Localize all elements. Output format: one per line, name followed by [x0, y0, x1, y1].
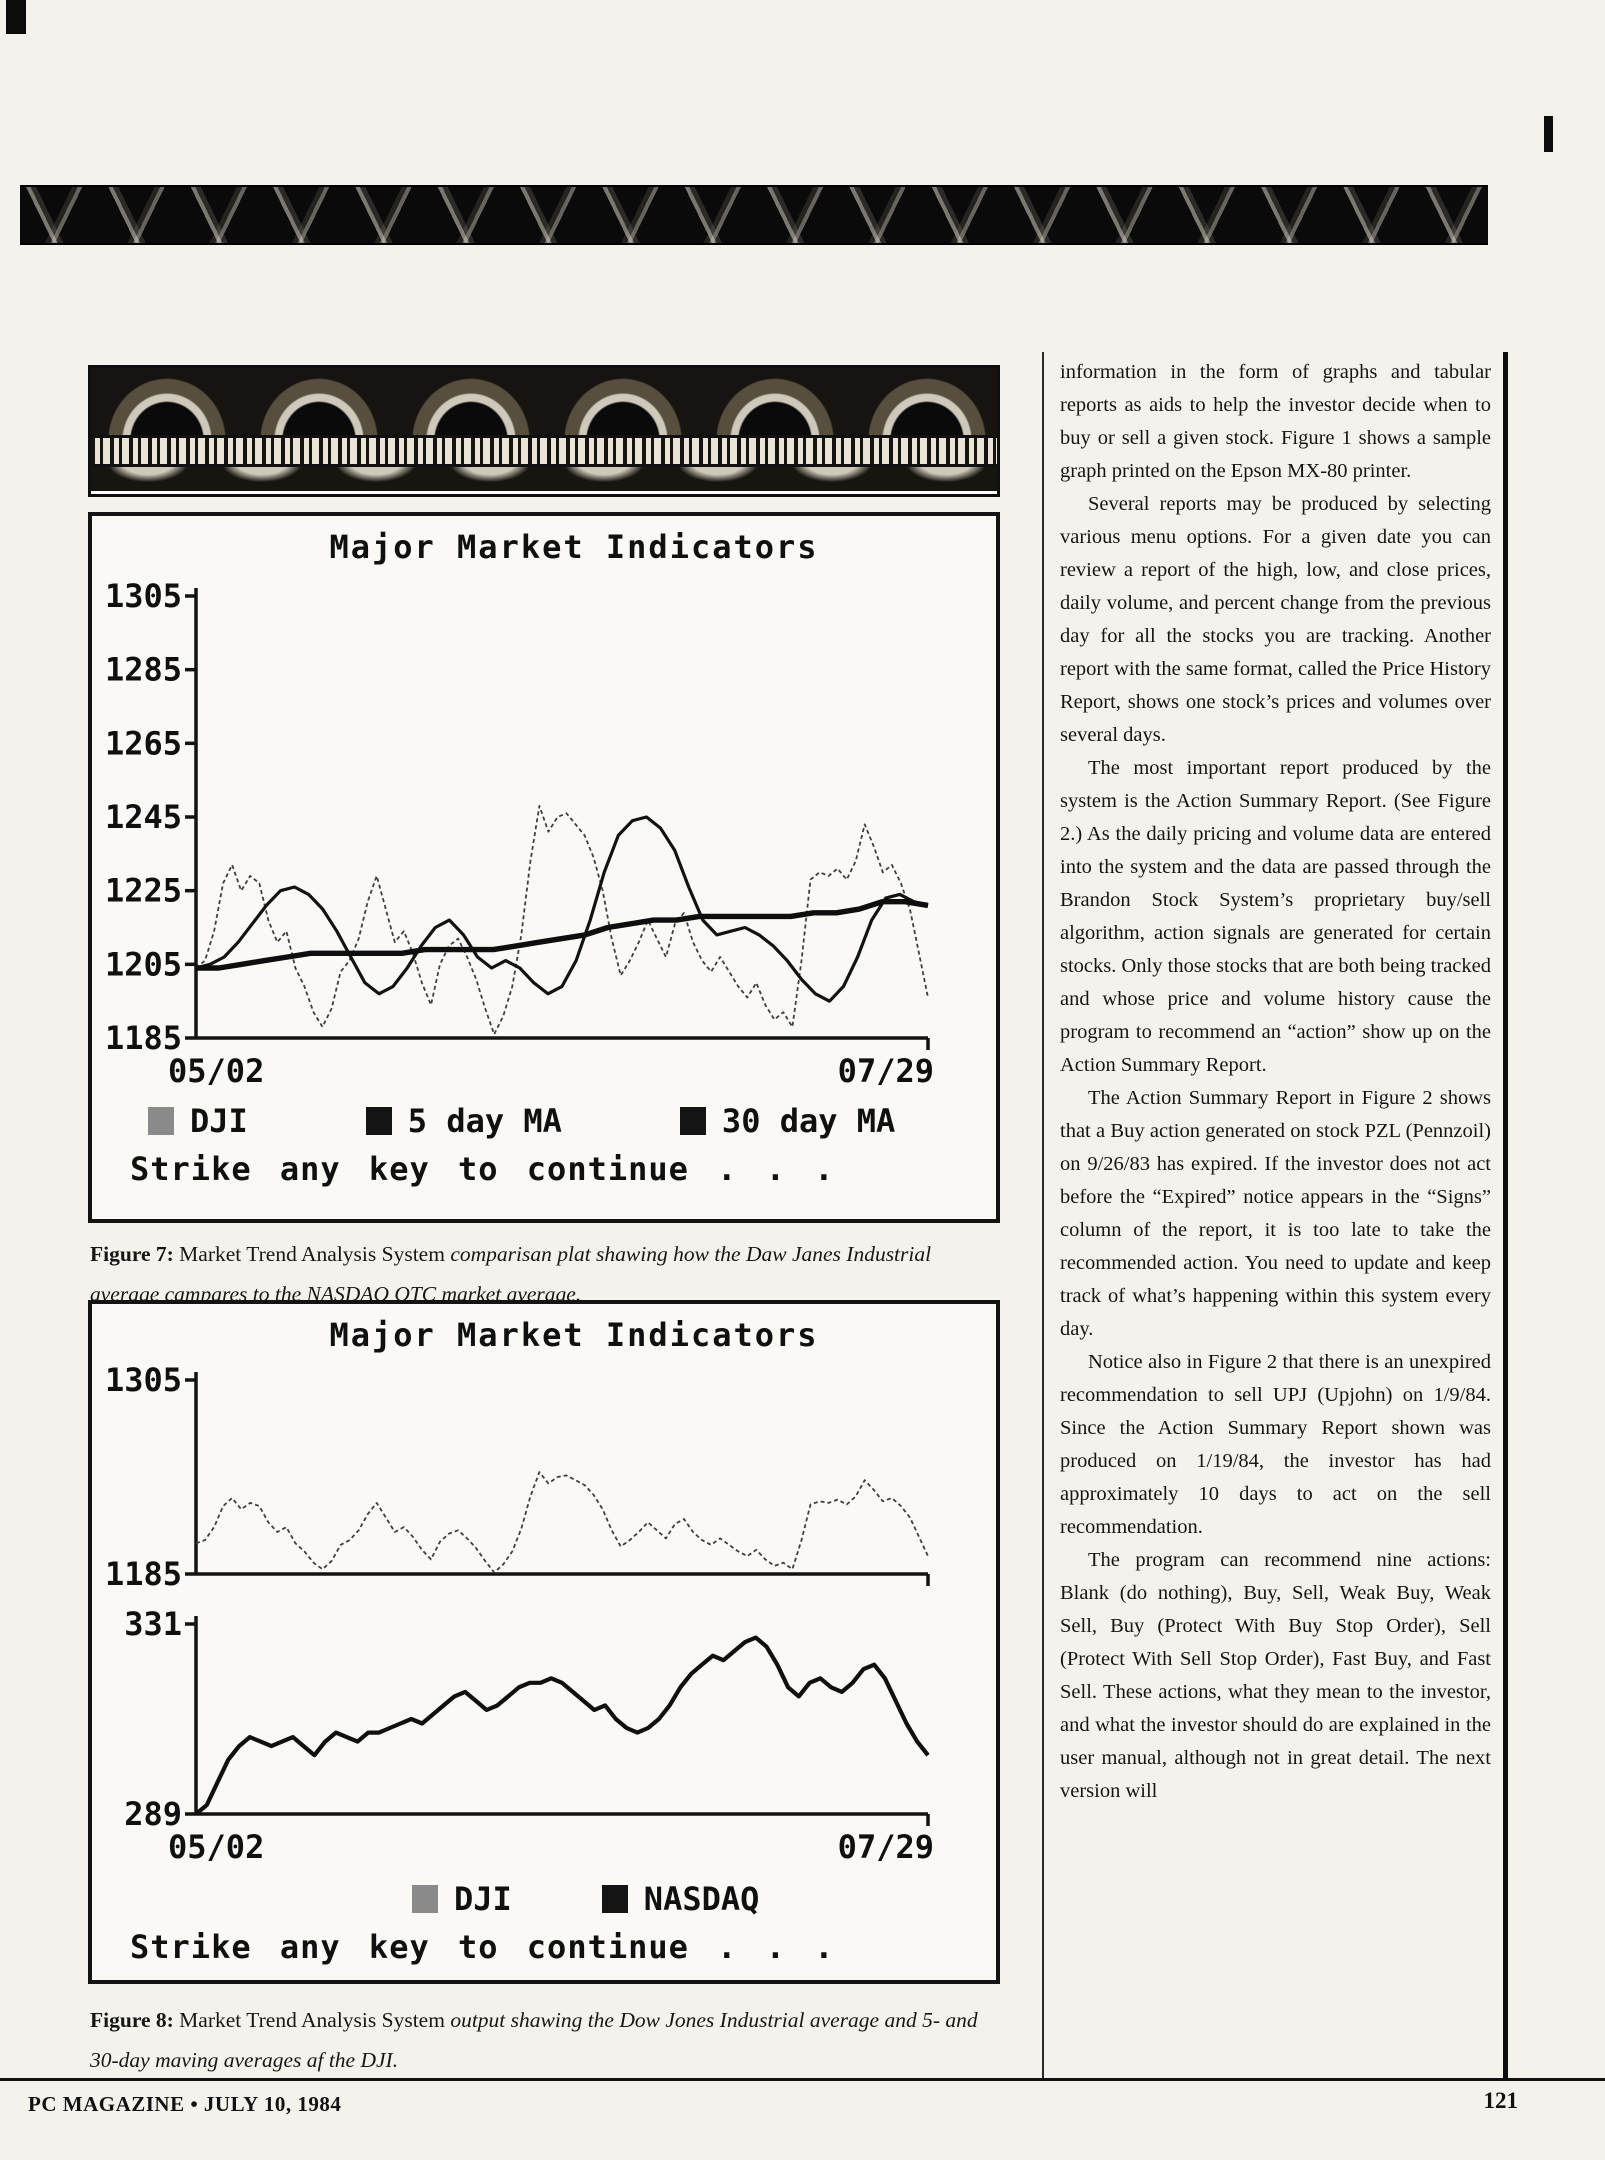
series-dji — [195, 1471, 929, 1574]
axis-tick-label: 1305 — [105, 577, 182, 615]
figure7-legend: DJI 5 day MA 30 day MA — [92, 1102, 996, 1140]
figure8-prompt: Strike any key to continue . . . — [130, 1928, 835, 1966]
axis-tick-label: 1185 — [105, 1019, 182, 1057]
legend-swatch-icon — [679, 1107, 706, 1135]
figure8-legend: DJI NASDAQ — [92, 1880, 996, 1918]
figure8-caption-italic: output shawing the Dow Jones Industrial … — [90, 2008, 978, 2072]
article-paragraph: information in the form of graphs and ta… — [1060, 361, 1491, 482]
legend-item: DJI — [412, 1880, 512, 1918]
legend-swatch-icon — [148, 1107, 174, 1135]
footer-magazine-date: PC MAGAZINE • JULY 10, 1984 — [28, 2092, 342, 2116]
ornament-fan-strip — [91, 467, 997, 491]
series-30-day-ma — [196, 899, 929, 971]
figure-ornament-band — [88, 365, 1000, 497]
page-edge-mark — [1544, 116, 1553, 152]
legend-label: DJI — [190, 1102, 248, 1140]
axis-tick-label: 1205 — [105, 945, 182, 983]
article-text: information in the form of graphs and ta… — [1060, 356, 1491, 1808]
article-paragraph: Notice also in Figure 2 that there is an… — [1060, 1351, 1491, 1538]
axis-tick-label: 331 — [124, 1605, 182, 1643]
series-dji — [195, 804, 929, 1036]
legend-item: 5 day MA — [365, 1102, 562, 1140]
axis-tick-label: 07/29 — [838, 1052, 934, 1090]
figure7-caption-label: Figure 7: — [90, 1242, 174, 1266]
axis-tick-label: 05/02 — [168, 1828, 264, 1866]
figure8-caption-label: Figure 8: — [90, 2008, 174, 2032]
axis-tick-label: 1305 — [105, 1361, 182, 1399]
figure8-chart-title: Major Market Indicators — [329, 1316, 819, 1354]
axis-tick-label: 07/29 — [838, 1828, 934, 1866]
legend-label: 5 day MA — [407, 1102, 562, 1140]
legend-item: DJI — [148, 1102, 248, 1140]
figure8-caption: Figure 8: Market Trend Analysis System o… — [90, 2000, 996, 2080]
series-5-day-ma — [195, 815, 929, 1003]
decorative-top-band — [20, 185, 1488, 245]
article-column: information in the form of graphs and ta… — [1042, 352, 1508, 2078]
axis-tick-label: 1285 — [105, 651, 182, 689]
legend-label: 30 day MA — [721, 1102, 896, 1140]
axis-tick-label: 1185 — [105, 1555, 182, 1593]
article-paragraph: The most important report produced by th… — [1060, 757, 1491, 1076]
axis-tick-label: 289 — [124, 1795, 182, 1833]
series-nasdaq — [194, 1635, 930, 1816]
legend-swatch-icon — [601, 1885, 628, 1913]
legend-swatch-icon — [412, 1885, 438, 1913]
figure8-caption-roman: Market Trend Analysis System — [173, 2008, 451, 2032]
footer-rule — [0, 2078, 1605, 2081]
legend-swatch-icon — [365, 1107, 392, 1135]
legend-item: NASDAQ — [601, 1880, 760, 1918]
figure7-prompt: Strike any key to continue . . . — [130, 1150, 835, 1188]
figure7-chart-title: Major Market Indicators — [329, 528, 819, 566]
footer-page-number: 121 — [1483, 2088, 1519, 2113]
axis-tick-label: 1245 — [105, 798, 182, 836]
figure7-chart-box: Major Market Indicators 1305 1285 1265 1245… — [88, 512, 1000, 1223]
article-paragraph: Several reports may be produced by selec… — [1060, 493, 1491, 746]
legend-item: 30 day MA — [679, 1102, 896, 1140]
article-paragraph: The Action Summary Report in Figure 2 sh… — [1060, 1087, 1491, 1340]
axis-tick-label: 1265 — [105, 724, 182, 762]
legend-label: NASDAQ — [643, 1880, 760, 1918]
figure7-caption-roman: Market Trend Analysis System — [173, 1242, 451, 1266]
axis-tick-label: 05/02 — [168, 1052, 264, 1090]
figure8-chart-box: Major Market Indicators 1305 1185 331 289 05… — [88, 1300, 1000, 1984]
ornament-baluster-strip — [91, 438, 997, 467]
ornament-arches-strip — [91, 368, 997, 438]
legend-label: DJI — [454, 1880, 512, 1918]
page-corner-mark — [6, 0, 26, 34]
axis-tick-label: 1225 — [105, 872, 182, 910]
article-paragraph: The program can recommend nine actions: … — [1060, 1549, 1491, 1802]
